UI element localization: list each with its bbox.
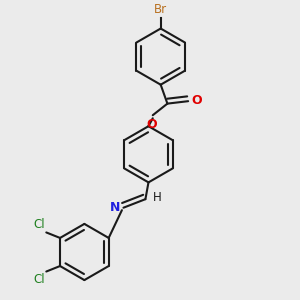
Text: O: O (146, 118, 157, 131)
Text: Cl: Cl (33, 218, 45, 231)
Text: Cl: Cl (33, 273, 45, 286)
Text: N: N (110, 201, 120, 214)
Text: O: O (192, 94, 203, 107)
Text: Br: Br (154, 3, 167, 16)
Text: H: H (153, 191, 162, 204)
